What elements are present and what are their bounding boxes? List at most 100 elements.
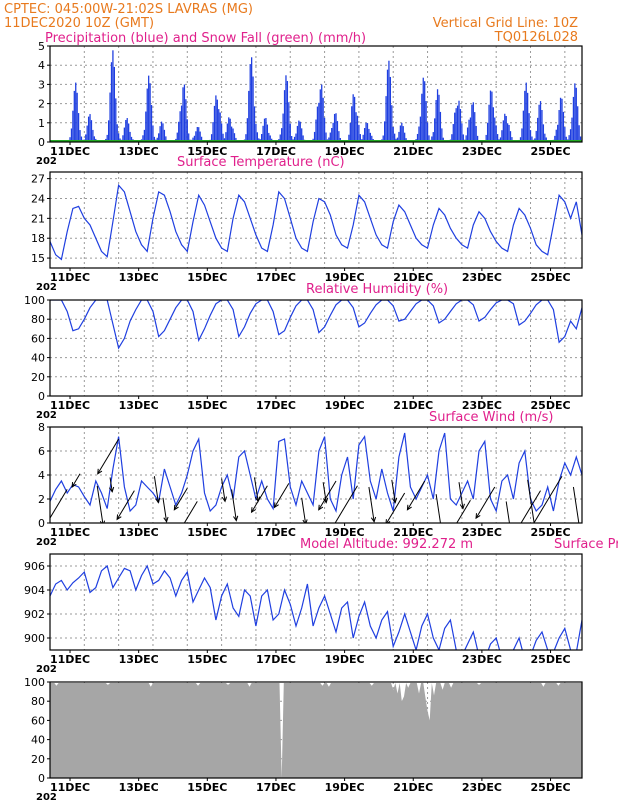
- header-datetime: 11DEC2020 10Z (GMT): [4, 16, 154, 31]
- precip-bar: [537, 117, 539, 142]
- cloud-cover-area: [50, 683, 582, 778]
- y-tick-label: 20: [31, 753, 45, 766]
- precip-bar: [86, 125, 88, 142]
- cloud-panel: 0 20 40 60 80 100 11DEC 13DEC 15DEC 17DEC 19DEC 21D…: [24, 676, 583, 800]
- precip-bar: [152, 125, 154, 142]
- pres-line: [50, 564, 582, 650]
- precip-bar: [459, 109, 462, 142]
- wind-plot: [50, 432, 582, 531]
- temp-plot: [50, 183, 582, 261]
- precip-frame: [49, 45, 583, 143]
- wind-arrow-head: [233, 515, 239, 522]
- x-tick-label: 17DEC: [256, 781, 296, 794]
- wind-arrow-head: [406, 504, 412, 511]
- wind-arrow-head: [385, 519, 391, 523]
- x-tick-label: 21DEC: [393, 781, 433, 794]
- precip-bar: [329, 132, 331, 142]
- precip-bar: [192, 137, 194, 142]
- wind-arrow-head: [155, 497, 161, 504]
- wind-arrow-head: [459, 503, 465, 510]
- rh-frame: [49, 299, 583, 397]
- precip-bar: [468, 119, 470, 142]
- precip-bar: [200, 136, 203, 142]
- x-tick-label: 13DEC: [119, 781, 159, 794]
- precip-bar: [116, 124, 118, 142]
- precip-bar: [130, 136, 133, 142]
- x-tick-label: 19DEC: [325, 653, 365, 666]
- precip-bar: [335, 113, 337, 142]
- x-tick-label: 17DEC: [256, 526, 296, 539]
- temp-panel: 15 18 21 24 27 11DEC 13DEC 15DEC 17DEC 19DEC 21DEC…: [31, 155, 583, 293]
- wind-arrow-head: [116, 514, 122, 521]
- precip-bar: [353, 96, 356, 142]
- y-tick-label: 80: [31, 313, 45, 326]
- wind-arrow-head: [250, 507, 256, 514]
- precip-bar: [165, 136, 167, 142]
- x-tick-label: 11DEC: [50, 526, 90, 539]
- precip-bar: [128, 123, 130, 142]
- cloud-frame: [49, 681, 583, 779]
- y-tick-label: 40: [31, 352, 45, 365]
- precip-bar: [401, 122, 403, 142]
- precip-bar: [351, 106, 353, 142]
- precip-bar: [109, 92, 111, 142]
- x-tick-label: 21DEC: [393, 145, 433, 158]
- wind-arrow-shaft: [322, 482, 327, 503]
- precip-bar: [511, 137, 513, 142]
- precip-bar: [565, 136, 567, 142]
- precip-bar: [222, 133, 224, 142]
- y-tick-label: 2: [38, 98, 45, 111]
- wind-arrow-shaft: [386, 492, 406, 523]
- wind-arrow-shaft: [301, 497, 306, 523]
- precip-title: Precipitation (blue) and Snow Fall (gree…: [45, 31, 366, 46]
- wind-arrow-head: [475, 513, 481, 520]
- precip-bar: [442, 137, 444, 142]
- precip-bar: [179, 111, 181, 142]
- wind-arrow-shaft: [391, 479, 396, 503]
- precip-bar: [279, 134, 281, 142]
- x-tick-label: 11DEC: [50, 653, 90, 666]
- y-tick-label: 0: [38, 772, 45, 785]
- precip-bar: [545, 137, 547, 142]
- precip-bar: [416, 133, 419, 142]
- precip-plot: [50, 50, 582, 142]
- precip-bar: [72, 110, 74, 142]
- precip-bar: [265, 117, 267, 142]
- precip-bar: [193, 135, 196, 142]
- precip-bar: [249, 64, 251, 142]
- y-tick-label: 60: [31, 714, 45, 727]
- precip-bar: [261, 134, 263, 142]
- precip-bar: [73, 90, 75, 142]
- wind-arrow-shaft: [334, 485, 358, 523]
- precip-bar: [122, 135, 124, 142]
- wind-arrow-head: [179, 526, 183, 531]
- precip-bar: [118, 133, 120, 142]
- precip-bar: [210, 134, 213, 142]
- precip-bar: [75, 82, 77, 142]
- wind-arrow-head: [302, 519, 308, 523]
- precip-bar: [182, 87, 184, 142]
- precip-bar: [90, 120, 93, 142]
- y-tick-label: 1: [38, 117, 45, 130]
- wind-arrow-shaft: [318, 480, 337, 511]
- x-tick-label: 19DEC: [325, 145, 365, 158]
- x-tick-label: 15DEC: [187, 271, 227, 284]
- wind-arrow-shaft: [368, 486, 375, 522]
- x-tick-label: 25DEC: [531, 399, 571, 412]
- header-location: CPTEC: 045:00W-21:02S LAVRAS (MG): [4, 2, 253, 17]
- wind-arrow-shaft: [435, 494, 441, 523]
- precip-bar: [418, 126, 420, 142]
- precip-bar: [248, 90, 250, 142]
- precip-bar: [476, 135, 479, 142]
- precip-bar: [176, 132, 178, 142]
- precip-bar: [432, 132, 434, 142]
- wind-arrow-shaft: [458, 482, 464, 509]
- pres-panel: 900 902 904 906 11DEC 13DEC 15DEC 17DEC 19DEC 21D…: [24, 537, 618, 675]
- precip-bar: [85, 134, 87, 142]
- precip-bar: [456, 105, 459, 142]
- header-grid-note: Vertical Grid Line: 10Z: [433, 16, 578, 31]
- wind-arrow-head: [163, 516, 169, 523]
- precip-bar: [496, 134, 499, 142]
- precip-bar: [561, 98, 563, 142]
- precip-bar: [93, 136, 95, 142]
